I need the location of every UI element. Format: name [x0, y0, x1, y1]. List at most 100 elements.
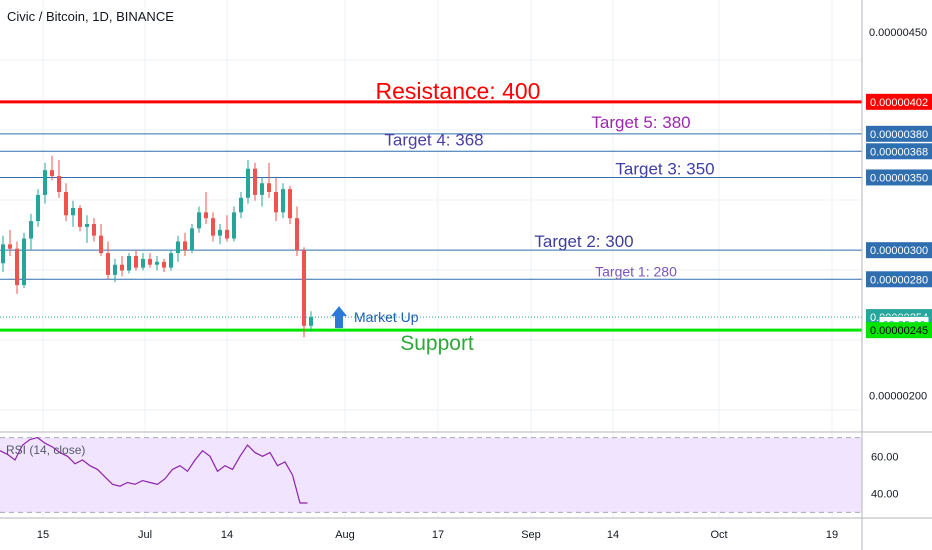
- price-badge-3[interactable]: 0.00000350: [866, 169, 932, 186]
- candle[interactable]: [50, 155, 54, 181]
- time-axis[interactable]: 15 Jul 14 Aug 17 Sep 14 Oct 19: [37, 529, 838, 541]
- rsi-line[interactable]: [0, 436, 308, 504]
- candle[interactable]: [148, 253, 152, 268]
- candle[interactable]: [288, 186, 292, 224]
- candle[interactable]: [99, 224, 103, 256]
- candle[interactable]: [295, 206, 299, 256]
- candle-body: [211, 218, 215, 236]
- candle[interactable]: [253, 162, 257, 201]
- candle-body: [78, 208, 82, 227]
- candle[interactable]: [113, 258, 117, 283]
- candle[interactable]: [239, 192, 243, 219]
- price-badge-1[interactable]: 0.00000380: [866, 125, 932, 142]
- candle[interactable]: [274, 177, 278, 222]
- candle[interactable]: [225, 215, 229, 242]
- candle-body: [190, 228, 194, 251]
- candle-body: [260, 183, 264, 195]
- annotations: Market Up: [331, 306, 419, 329]
- candle[interactable]: [1, 235, 5, 272]
- candle[interactable]: [218, 224, 222, 245]
- candle[interactable]: [22, 232, 26, 288]
- candle[interactable]: [8, 229, 12, 256]
- candle[interactable]: [78, 205, 82, 232]
- level-label-4: Target 2: 300: [534, 232, 633, 251]
- candle-body: [50, 170, 54, 176]
- candle[interactable]: [15, 241, 19, 294]
- candle[interactable]: [155, 256, 159, 271]
- candle[interactable]: [309, 311, 313, 332]
- market-up-label: Market Up: [354, 309, 419, 325]
- rsi-tick-label-1: 40.00: [871, 489, 899, 501]
- grid: [0, 0, 862, 518]
- candle-body: [8, 244, 12, 249]
- candle-body: [64, 192, 68, 216]
- candle[interactable]: [36, 189, 40, 227]
- candle[interactable]: [92, 218, 96, 242]
- price-badge-2[interactable]: 0.00000368: [866, 143, 932, 160]
- badge-label: 0.00000245: [870, 325, 928, 337]
- candle[interactable]: [85, 215, 89, 243]
- x-tick-label-0: 15: [37, 529, 49, 541]
- candle[interactable]: [267, 162, 271, 198]
- candle[interactable]: [43, 162, 47, 204]
- candle[interactable]: [197, 206, 201, 233]
- candle[interactable]: [71, 200, 75, 227]
- badge-box: [866, 93, 932, 110]
- candle-body: [120, 264, 124, 271]
- candlestick-series[interactable]: [1, 155, 313, 338]
- candle-body: [71, 208, 75, 216]
- candle[interactable]: [281, 183, 285, 219]
- candle[interactable]: [190, 224, 194, 254]
- chart-title: Civic / Bitcoin, 1D, BINANCE: [7, 9, 174, 24]
- candle[interactable]: [106, 241, 110, 280]
- badge-box: [866, 242, 932, 259]
- candle-body: [99, 235, 103, 254]
- price-badge-4[interactable]: 0.00000300: [866, 242, 932, 259]
- candle-body: [232, 212, 236, 239]
- candle[interactable]: [29, 213, 33, 251]
- candle-body: [302, 250, 306, 326]
- badge-label: 0.00000300: [870, 245, 928, 257]
- badge-box: [866, 169, 932, 186]
- candle[interactable]: [260, 177, 264, 207]
- candle[interactable]: [134, 250, 138, 271]
- candle[interactable]: [169, 250, 173, 271]
- candle[interactable]: [141, 253, 145, 271]
- price-badge-0[interactable]: 0.00000402: [866, 93, 932, 110]
- candle[interactable]: [211, 212, 215, 242]
- candle-body: [267, 183, 271, 192]
- candle[interactable]: [162, 258, 166, 272]
- candle[interactable]: [127, 253, 131, 274]
- rsi-tick-label-0: 60.00: [871, 451, 899, 463]
- level-label-2: Target 4: 368: [384, 130, 483, 149]
- candle[interactable]: [64, 183, 68, 222]
- badge-label: 0.00000350: [870, 172, 928, 184]
- candle[interactable]: [204, 192, 208, 224]
- x-tick-label-7: Oct: [710, 529, 727, 541]
- x-tick-label-1: Jul: [138, 529, 152, 541]
- candle-body: [15, 248, 19, 286]
- candle[interactable]: [57, 160, 61, 198]
- badge-box: [866, 125, 932, 142]
- candle-body: [57, 176, 61, 192]
- candle[interactable]: [246, 160, 250, 204]
- candle-body: [127, 256, 131, 271]
- price-badge-8[interactable]: 0.00000245: [866, 322, 932, 339]
- candle[interactable]: [183, 232, 187, 256]
- badge-label: 0.00000280: [870, 274, 928, 286]
- candle-body: [155, 261, 159, 265]
- price-badge-5[interactable]: 0.00000280: [866, 271, 932, 288]
- rsi-panel: [0, 437, 862, 513]
- candle[interactable]: [232, 206, 236, 242]
- candle[interactable]: [302, 247, 306, 338]
- price-levels: Resistance: 400 Target 5: 380 Target 4: 36…: [0, 78, 862, 355]
- rsi-label: RSI (14, close): [6, 443, 86, 457]
- rsi-series[interactable]: [0, 436, 308, 504]
- candle-body: [246, 168, 250, 198]
- candle-body: [176, 241, 180, 254]
- candle[interactable]: [176, 235, 180, 262]
- candle[interactable]: [120, 256, 124, 277]
- candle-body: [134, 256, 138, 268]
